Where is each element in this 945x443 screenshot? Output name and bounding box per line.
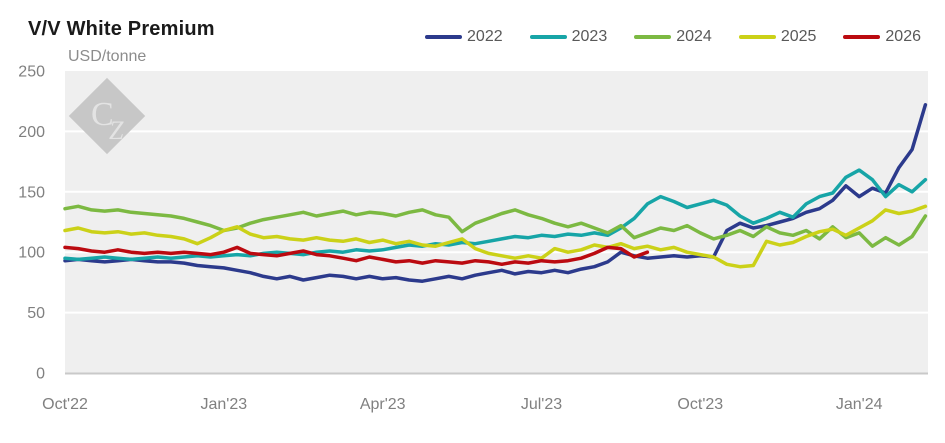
- axis-unit-label: USD/tonne: [68, 48, 147, 65]
- legend-swatch-2025: [738, 35, 776, 39]
- y-tick-label-150: 150: [18, 184, 45, 201]
- legend-label: 2023: [571, 28, 608, 45]
- x-tick-label-Jan'24: Jan'24: [836, 396, 883, 413]
- series-line-2022: [63, 103, 928, 283]
- series-line-2025: [63, 204, 928, 269]
- x-tick-label-Jul'23: Jul'23: [521, 396, 562, 413]
- y-tick-label-200: 200: [18, 124, 45, 141]
- y-tick-label-250: 250: [18, 64, 45, 81]
- y-tick-label-0: 0: [36, 366, 45, 383]
- y-tick-label-50: 50: [27, 305, 45, 322]
- x-tick-label-Jan'23: Jan'23: [200, 396, 247, 413]
- x-tick-label-Apr'23: Apr'23: [360, 396, 406, 413]
- legend-label: 2025: [780, 28, 817, 45]
- legend-item-2023[interactable]: 2023: [529, 28, 608, 45]
- series-line-2024: [63, 204, 928, 248]
- legend: 2022 2023 2024 2025 2026: [425, 29, 921, 45]
- legend-item-2022[interactable]: 2022: [425, 29, 503, 45]
- legend-swatch-2024: [634, 35, 672, 39]
- y-tick-label-100: 100: [18, 245, 45, 262]
- legend-swatch-2022: [425, 35, 463, 39]
- legend-item-2025[interactable]: 2025: [738, 28, 817, 45]
- legend-item-2026[interactable]: 2026: [843, 29, 921, 45]
- watermark-letter-z: Z: [109, 116, 124, 145]
- x-tick-label-Oct'22: Oct'22: [42, 396, 88, 413]
- series-line-2026: [63, 245, 650, 267]
- watermark-letter-c: C: [91, 96, 114, 133]
- x-tick-label-Oct'23: Oct'23: [677, 396, 723, 413]
- legend-swatch-2026: [843, 35, 881, 39]
- legend-label: 2022: [467, 28, 503, 45]
- chart-title: V/V White Premium: [28, 18, 215, 40]
- legend-item-2024[interactable]: 2024: [634, 29, 712, 45]
- legend-label: 2024: [676, 28, 712, 45]
- series-line-2023: [63, 168, 928, 262]
- legend-swatch-2023: [529, 35, 567, 39]
- legend-label: 2026: [885, 28, 921, 45]
